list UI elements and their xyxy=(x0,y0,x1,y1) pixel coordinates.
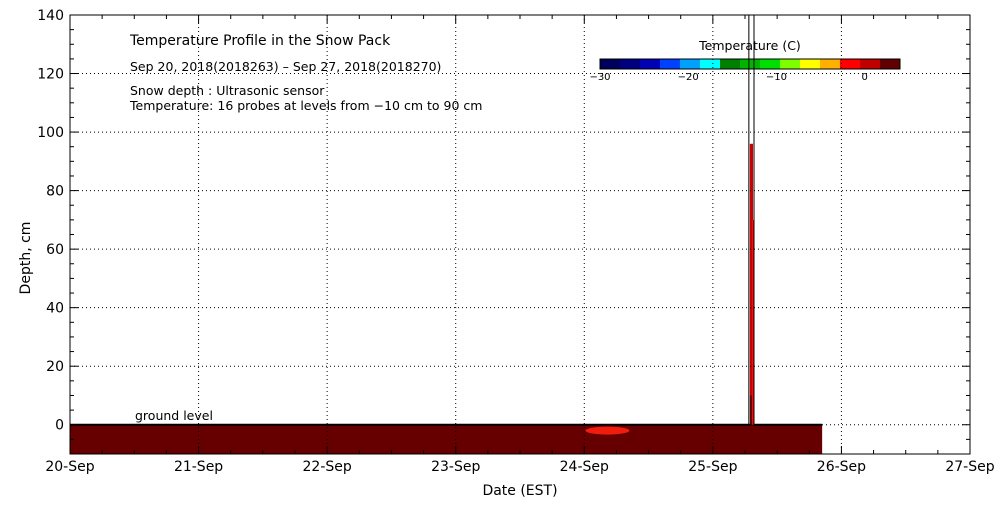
y-tick-label: 100 xyxy=(37,125,64,141)
spike-temperature-column xyxy=(749,143,753,396)
note-sensor: Snow depth : Ultrasonic sensor xyxy=(130,83,325,98)
ground-temperature-band xyxy=(70,424,823,454)
x-tick-label: 23-Sep xyxy=(431,459,480,475)
colorbar-swatch xyxy=(720,59,741,69)
warm-spot xyxy=(585,426,630,435)
y-tick-label: 140 xyxy=(37,8,64,24)
colorbar-tick-label: −20 xyxy=(678,72,699,83)
colorbar-swatch xyxy=(660,59,681,69)
x-tick-label: 21-Sep xyxy=(174,459,223,475)
tick-layer: 20-Sep 21-Sep 22-Sep 23-Sep 24-Sep 25-Sep 26-S… xyxy=(37,8,994,475)
colorbar-swatch xyxy=(740,59,761,69)
colorbar-swatch xyxy=(860,59,881,69)
x-tick-label: 26-Sep xyxy=(817,459,866,475)
colorbar-swatch xyxy=(680,59,701,69)
colorbar-frame xyxy=(599,58,901,70)
x-tick-label: 22-Sep xyxy=(303,459,352,475)
colorbar: −30 −20 −10 0 xyxy=(589,58,901,83)
colorbar-tick-label: −30 xyxy=(589,72,610,83)
ground-level-label: ground level xyxy=(135,408,213,423)
y-tick-label: 20 xyxy=(46,359,64,375)
y-tick-label: 120 xyxy=(37,67,64,83)
colorbar-swatch xyxy=(620,59,641,69)
colorbar-swatch xyxy=(760,59,781,69)
y-tick-label: 60 xyxy=(46,242,64,258)
colorbar-title: Temperature (C) xyxy=(698,38,801,53)
colorbar-swatch xyxy=(780,59,801,69)
colorbar-swatch xyxy=(880,59,901,69)
plot-frame xyxy=(69,14,971,455)
plot-layer xyxy=(70,15,823,454)
colorbar-swatch xyxy=(800,59,821,69)
y-axis-title: Depth, cm xyxy=(18,222,34,295)
x-tick-label: 24-Sep xyxy=(560,459,609,475)
x-tick-label: 20-Sep xyxy=(45,459,94,475)
spike-temperature-base xyxy=(749,395,753,425)
colorbar-swatch xyxy=(820,59,841,69)
y-tick-label: 40 xyxy=(46,301,64,317)
grid-layer xyxy=(70,15,970,454)
y-tick-label: 80 xyxy=(46,184,64,200)
colorbar-swatch xyxy=(600,59,621,69)
chart-subtitle: Sep 20, 2018(2018263) – Sep 27, 2018(201… xyxy=(130,59,441,74)
note-probes: Temperature: 16 probes at levels from −1… xyxy=(129,98,482,113)
colorbar-tick-label: −10 xyxy=(766,72,787,83)
x-tick-label: 25-Sep xyxy=(688,459,737,475)
chart-title: Temperature Profile in the Snow Pack xyxy=(129,33,391,49)
colorbar-tick-label: 0 xyxy=(862,72,868,83)
colorbar-swatch xyxy=(640,59,661,69)
spike-temperature-strip xyxy=(752,219,754,425)
x-axis-title: Date (EST) xyxy=(482,483,557,499)
colorbar-swatch xyxy=(840,59,861,69)
colorbar-swatch xyxy=(700,59,721,69)
y-tick-label: 0 xyxy=(55,418,64,434)
x-tick-label: 27-Sep xyxy=(945,459,994,475)
